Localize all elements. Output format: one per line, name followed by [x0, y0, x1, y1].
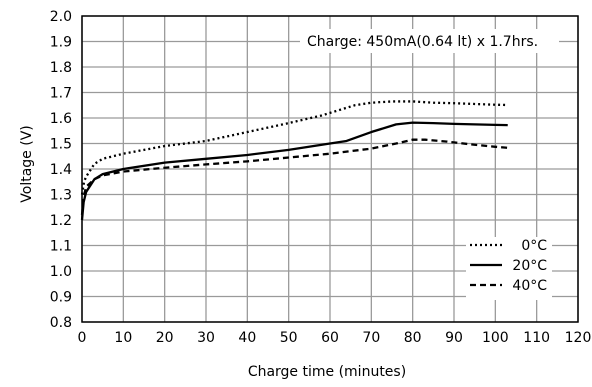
- y-tick-label: 1.1: [50, 239, 72, 255]
- y-axis-title: Voltage (V): [19, 125, 35, 202]
- y-tick-label: 1.9: [50, 35, 72, 51]
- y-tick-label: 1.0: [50, 264, 72, 280]
- legend: 0°C 20°C 40°C: [466, 237, 552, 300]
- x-tick-label: 110: [523, 330, 550, 346]
- y-tick-label: 2.0: [50, 9, 72, 25]
- x-tick-label: 50: [280, 330, 298, 346]
- series-lines: [80, 100, 508, 221]
- plot-frame: [81, 15, 579, 323]
- x-tick-label: 20: [156, 330, 174, 346]
- series-line-1: [80, 121, 508, 221]
- annotation-box: Charge: 450mA(0.64 lt) x 1.7hrs.: [300, 29, 559, 53]
- series-line-2: [80, 138, 508, 216]
- series-line-0: [80, 100, 508, 195]
- y-tick-label: 1.2: [50, 213, 72, 229]
- x-tick-label: 10: [114, 330, 132, 346]
- x-tick-label: 100: [482, 330, 509, 346]
- x-tick-label: 120: [565, 330, 592, 346]
- y-tick-label: 1.6: [50, 111, 72, 127]
- y-tick-label: 0.8: [50, 315, 72, 331]
- y-tick-label: 1.8: [50, 60, 72, 76]
- x-tick-label: 90: [445, 330, 463, 346]
- charge-annotation: Charge: 450mA(0.64 lt) x 1.7hrs.: [307, 34, 538, 50]
- x-tick-labels: 0 10 20 30 40 50 60 70 80 90 100 110 120: [78, 330, 592, 346]
- x-tick-label: 70: [362, 330, 380, 346]
- x-tick-label: 30: [197, 330, 215, 346]
- legend-label-0: 0°C: [521, 238, 547, 254]
- x-tick-label: 80: [404, 330, 422, 346]
- y-tick-label: 1.3: [50, 188, 72, 204]
- y-tick-label: 1.7: [50, 86, 72, 102]
- y-tick-label: 0.9: [50, 290, 72, 306]
- x-tick-label: 60: [321, 330, 339, 346]
- legend-label-1: 20°C: [512, 258, 547, 274]
- y-tick-labels: 0.8 0.9 1.0 1.1 1.2 1.3 1.4 1.5 1.6 1.7 1.8 1.9 2.0: [50, 9, 72, 331]
- x-tick-label: 0: [78, 330, 87, 346]
- x-tick-label: 40: [238, 330, 256, 346]
- y-tick-label: 1.4: [50, 162, 72, 178]
- legend-label-2: 40°C: [512, 278, 547, 294]
- y-tick-label: 1.5: [50, 137, 72, 153]
- x-axis-title: Charge time (minutes): [248, 364, 406, 380]
